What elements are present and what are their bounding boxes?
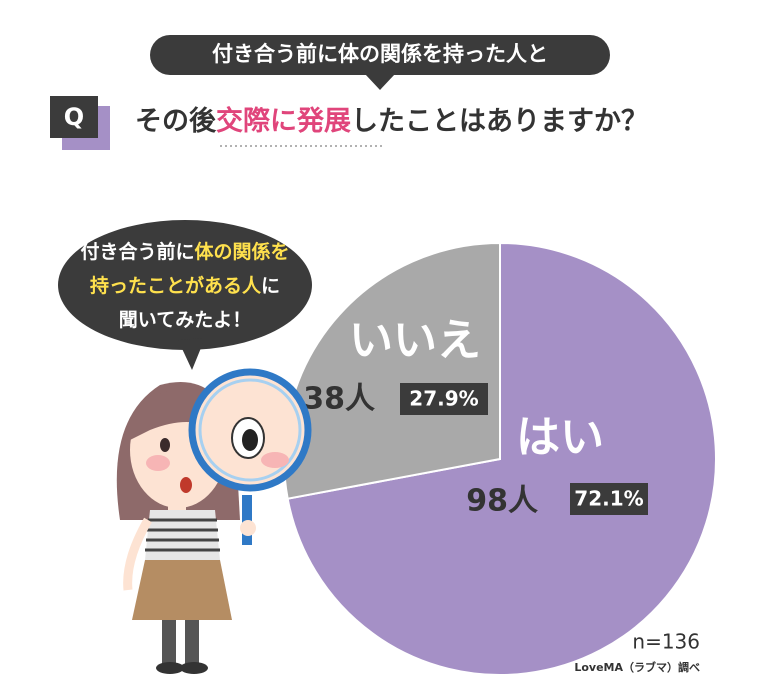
sample-size: n=136: [632, 630, 700, 654]
badge: [50, 96, 98, 138]
question-part: 交際に発展: [216, 105, 351, 137]
bubble-part: 持ったことがある人: [90, 274, 262, 297]
question: その後交際に発展したことはありますか？: [135, 105, 648, 137]
percent-label: 27.9%: [409, 387, 478, 411]
bubble-part: 聞いてみたよ！: [119, 309, 251, 331]
question-part: その後: [135, 106, 217, 137]
bubble-line: 聞いてみたよ！: [119, 309, 251, 331]
question-part: したことはありますか？: [351, 106, 648, 137]
character: [116, 368, 312, 674]
slice-label: はい: [516, 412, 604, 463]
source: LoveMA（ラブマ）調べ: [574, 660, 700, 674]
bubble-line: 付き合う前に体の関係を: [80, 240, 289, 263]
pie-slice: [283, 241, 501, 500]
badge-label: Q: [64, 103, 84, 131]
value-label: 98人: [466, 484, 538, 519]
title-tail: [365, 74, 395, 90]
title: 付き合う前に体の関係を持った人と: [212, 42, 548, 66]
bubble-part: 体の関係を: [195, 240, 290, 263]
pie: はい 98人 72.1% いいえ 38人 27.9%: [283, 241, 717, 676]
percent-label: 72.1%: [574, 487, 643, 511]
bubble-part: に: [261, 275, 280, 297]
percent-box: [400, 383, 488, 415]
speech-bubble: [58, 220, 312, 350]
title-pill: [150, 35, 610, 75]
percent-box: [570, 483, 648, 515]
slice-label: いいえ: [349, 315, 481, 366]
bubble-line: 持ったことがある人に: [90, 274, 280, 297]
value-label: 38人: [303, 382, 375, 417]
pie-slice: [286, 241, 717, 676]
bubble-tail: [178, 338, 205, 370]
bubble-part: 付き合う前に: [80, 240, 194, 263]
